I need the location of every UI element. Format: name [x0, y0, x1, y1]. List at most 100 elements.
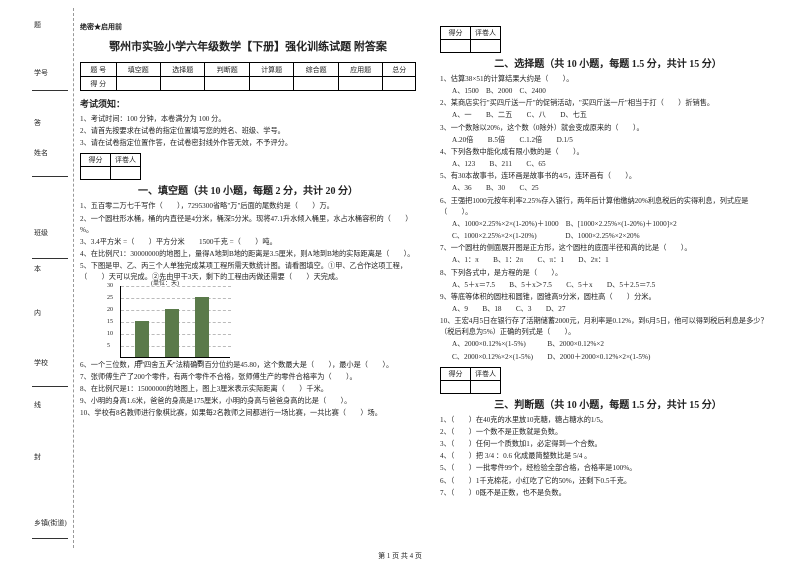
ytick: 15: [107, 319, 113, 325]
question: 7、（ ）0既不是正数，也不是负数。: [440, 488, 776, 499]
notice-item: 1、考试时间：100 分钟，本卷满分为 100 分。: [80, 114, 416, 125]
notice-heading: 考试须知：: [80, 97, 416, 110]
bar-chart: (单位：天) 51015202530甲乙丙: [120, 286, 230, 358]
exam-title: 鄂州市实验小学六年级数学【下册】强化训练试题 附答案: [80, 38, 416, 54]
gutter-label: 题: [34, 20, 41, 30]
question: 4、下列各数中能化成有限小数的是（ ）。: [440, 147, 776, 158]
question: 2、（ ）一个数不是正数就是负数。: [440, 427, 776, 438]
options: C、2000×0.12%×2×(1-5%) D、2000＋2000×0.12%×…: [440, 352, 776, 363]
question: 3、一个数除以20%，这个数（0除外）就会变成原来的（ ）。: [440, 123, 776, 134]
ytick: 25: [107, 295, 113, 301]
score-col: 综合题: [294, 63, 338, 77]
page-footer: 第 1 页 共 4 页: [0, 551, 800, 561]
question: 6、（ ）1千克棉花，小红吃了它的50%，还剩下0.5千克。: [440, 476, 776, 487]
question: 7、张师傅生产了200个零件，有两个零件不合格，张师傅生产的零件合格率为（ ）。: [80, 372, 416, 383]
score-cell: [249, 77, 293, 91]
score-entry-box-2: 得分 评卷人: [440, 26, 776, 53]
ytick: 10: [107, 331, 113, 337]
question: 8、在比例尺是1：15000000的地图上，图上3厘米表示实际距离（ ）千米。: [80, 384, 416, 395]
question: 5、下图是甲、乙、丙三个人单独完成某项工程所需天数统计图。请看图填空。①甲、乙合…: [80, 261, 416, 283]
secret-label: 绝密★启用前: [80, 22, 416, 32]
xlabel: 甲: [137, 358, 143, 367]
score-cell: [294, 77, 338, 91]
gutter-label: 本: [34, 264, 41, 274]
scorebox-grader: 评卷人: [111, 154, 141, 167]
score-cell: [383, 77, 416, 91]
question: 9、小明的身高1.6米，爸爸的身高是175厘米，小明的身高与爸爸身高的比是（ ）…: [80, 396, 416, 407]
options: A、1：π B、1：2π C、π：1 D、2π：1: [440, 255, 776, 266]
page: 绝密★启用前 鄂州市实验小学六年级数学【下册】强化训练试题 附答案 题 号填空题…: [80, 22, 780, 542]
score-cell: [160, 77, 204, 91]
question: 9、等底等体积的圆柱和圆锥，圆锥高9分米，圆柱高（ ）分米。: [440, 292, 776, 303]
ytick: 20: [107, 307, 113, 313]
bar: [135, 321, 149, 357]
scorebox-score: 得分: [81, 154, 111, 167]
section2-title: 二、选择题（共 10 小题，每题 1.5 分，共计 15 分）: [440, 55, 776, 70]
scorebox-score: 得分: [441, 27, 471, 40]
question: 1、（ ）在40克的水里放10克糖，糖占糖水的1/5。: [440, 415, 776, 426]
question: 10、学校有8名教师进行象棋比赛，如果每2名教师之间都进行一场比赛，一共比赛（ …: [80, 408, 416, 419]
score-cell: 得 分: [81, 77, 117, 91]
xlabel: 丙: [197, 358, 203, 367]
right-column: 得分 评卷人 二、选择题（共 10 小题，每题 1.5 分，共计 15 分） 1…: [440, 22, 776, 542]
gutter-label: 学号: [34, 68, 48, 78]
score-cell: [205, 77, 249, 91]
question: 5、有30本故事书，连环画是故事书的4/5，连环画有（ ）。: [440, 171, 776, 182]
options: A、2000×0.12%×(1-5%) B、2000×0.12%×2: [440, 339, 776, 350]
options: C、1000×2.25%×2×(1-20%) D、1000×2.25%×2×20…: [440, 231, 776, 242]
score-entry-box: 得分 评卷人: [80, 153, 416, 180]
question: 5、（ ）一批零件99个，经检验全部合格，合格率是100%。: [440, 463, 776, 474]
question: 4、（ ）把 3/4 ：0.6 化成最简整数比是 5/4 。: [440, 451, 776, 462]
options: A.20倍 B.5倍 C.1.2倍 D.1/5: [440, 135, 776, 146]
section3-title: 三、判断题（共 10 小题，每题 1.5 分，共计 15 分）: [440, 396, 776, 411]
left-column: 绝密★启用前 鄂州市实验小学六年级数学【下册】强化训练试题 附答案 题 号填空题…: [80, 22, 416, 542]
score-col: 题 号: [81, 63, 117, 77]
gutter-label: 学校: [34, 358, 48, 368]
options: A、5＋x＝7.5 B、5＋x＞7.5 C、5＋x D、5＋2.5＝7.5: [440, 280, 776, 291]
gutter-line: [32, 258, 68, 259]
question: 3、3.4平方米 =（ ）平方分米 1500千克 =（ ）吨。: [80, 237, 416, 248]
gutter-label: 乡镇(街道): [34, 518, 67, 528]
xlabel: 乙: [167, 358, 173, 367]
gutter-label: 答: [34, 118, 41, 128]
options: A、一 B、二五 C、八 D、七五: [440, 110, 776, 121]
question: 1、五百零二万七千写作（ ），7295300省略"万"后面的尾数约是（ ）万。: [80, 201, 416, 212]
options: A、9 B、18 C、3 D、27: [440, 304, 776, 315]
gutter-line: [32, 90, 68, 91]
binding-gutter: 题学号姓名 答班级本内学校线封乡镇(街道): [28, 8, 74, 548]
question: 2、一个圆柱形水桶，桶的内直径是4分米，桶深5分米。现将47.1升水倾入桶里，水…: [80, 214, 416, 236]
bar: [195, 297, 209, 357]
score-table: 题 号填空题选择题判断题计算题综合题应用题总分 得 分: [80, 62, 416, 91]
score-col: 总分: [383, 63, 416, 77]
ytick: 5: [107, 343, 110, 349]
notice-item: 2、请首先按要求在试卷的指定位置填写您的姓名、班级、学号。: [80, 126, 416, 137]
score-entry-box-3: 得分 评卷人: [440, 367, 776, 394]
score-col: 填空题: [116, 63, 160, 77]
gutter-line: [32, 176, 68, 177]
question: 2、某商店实行"买四斤送一斤"的促销活动，"买四斤送一斤"相当于打（ ）折销售。: [440, 98, 776, 109]
question: 8、下列各式中，是方程的是（ ）。: [440, 268, 776, 279]
gutter-line: [32, 538, 68, 539]
options: A、1000×2.25%×2×(1-20%)＋1000 B、[1000×2.25…: [440, 219, 776, 230]
gutter-label: 班级: [34, 228, 48, 238]
gutter-label: 姓名: [34, 148, 48, 158]
gutter-label: 线: [34, 400, 41, 410]
score-col: 应用题: [338, 63, 382, 77]
question: 6、一个三位数，用"四舍五入"法精确到百分位约是45.80，这个数最大是（ ），…: [80, 360, 416, 371]
gutter-label: 内: [34, 308, 41, 318]
options: A、1500 B、2000 C、2400: [440, 86, 776, 97]
gutter-label: 封: [34, 452, 41, 462]
scorebox-score: 得分: [441, 367, 471, 380]
ytick: 30: [107, 283, 113, 289]
gutter-line: [32, 386, 68, 387]
question: 7、一个圆柱的侧面展开图是正方形，这个圆柱的底面半径和高的比是（ ）。: [440, 243, 776, 254]
scorebox-grader: 评卷人: [471, 367, 501, 380]
notice-item: 3、请在试卷指定位置作答，在试卷密封线外作答无效，不予评分。: [80, 138, 416, 149]
score-cell: [116, 77, 160, 91]
score-col: 选择题: [160, 63, 204, 77]
options: A、123 B、211 C、65: [440, 159, 776, 170]
section1-title: 一、填空题（共 10 小题，每题 2 分，共计 20 分）: [80, 182, 416, 197]
options: A、36 B、30 C、25: [440, 183, 776, 194]
score-col: 判断题: [205, 63, 249, 77]
question: 3、（ ）任何一个质数加1，必定得到一个合数。: [440, 439, 776, 450]
